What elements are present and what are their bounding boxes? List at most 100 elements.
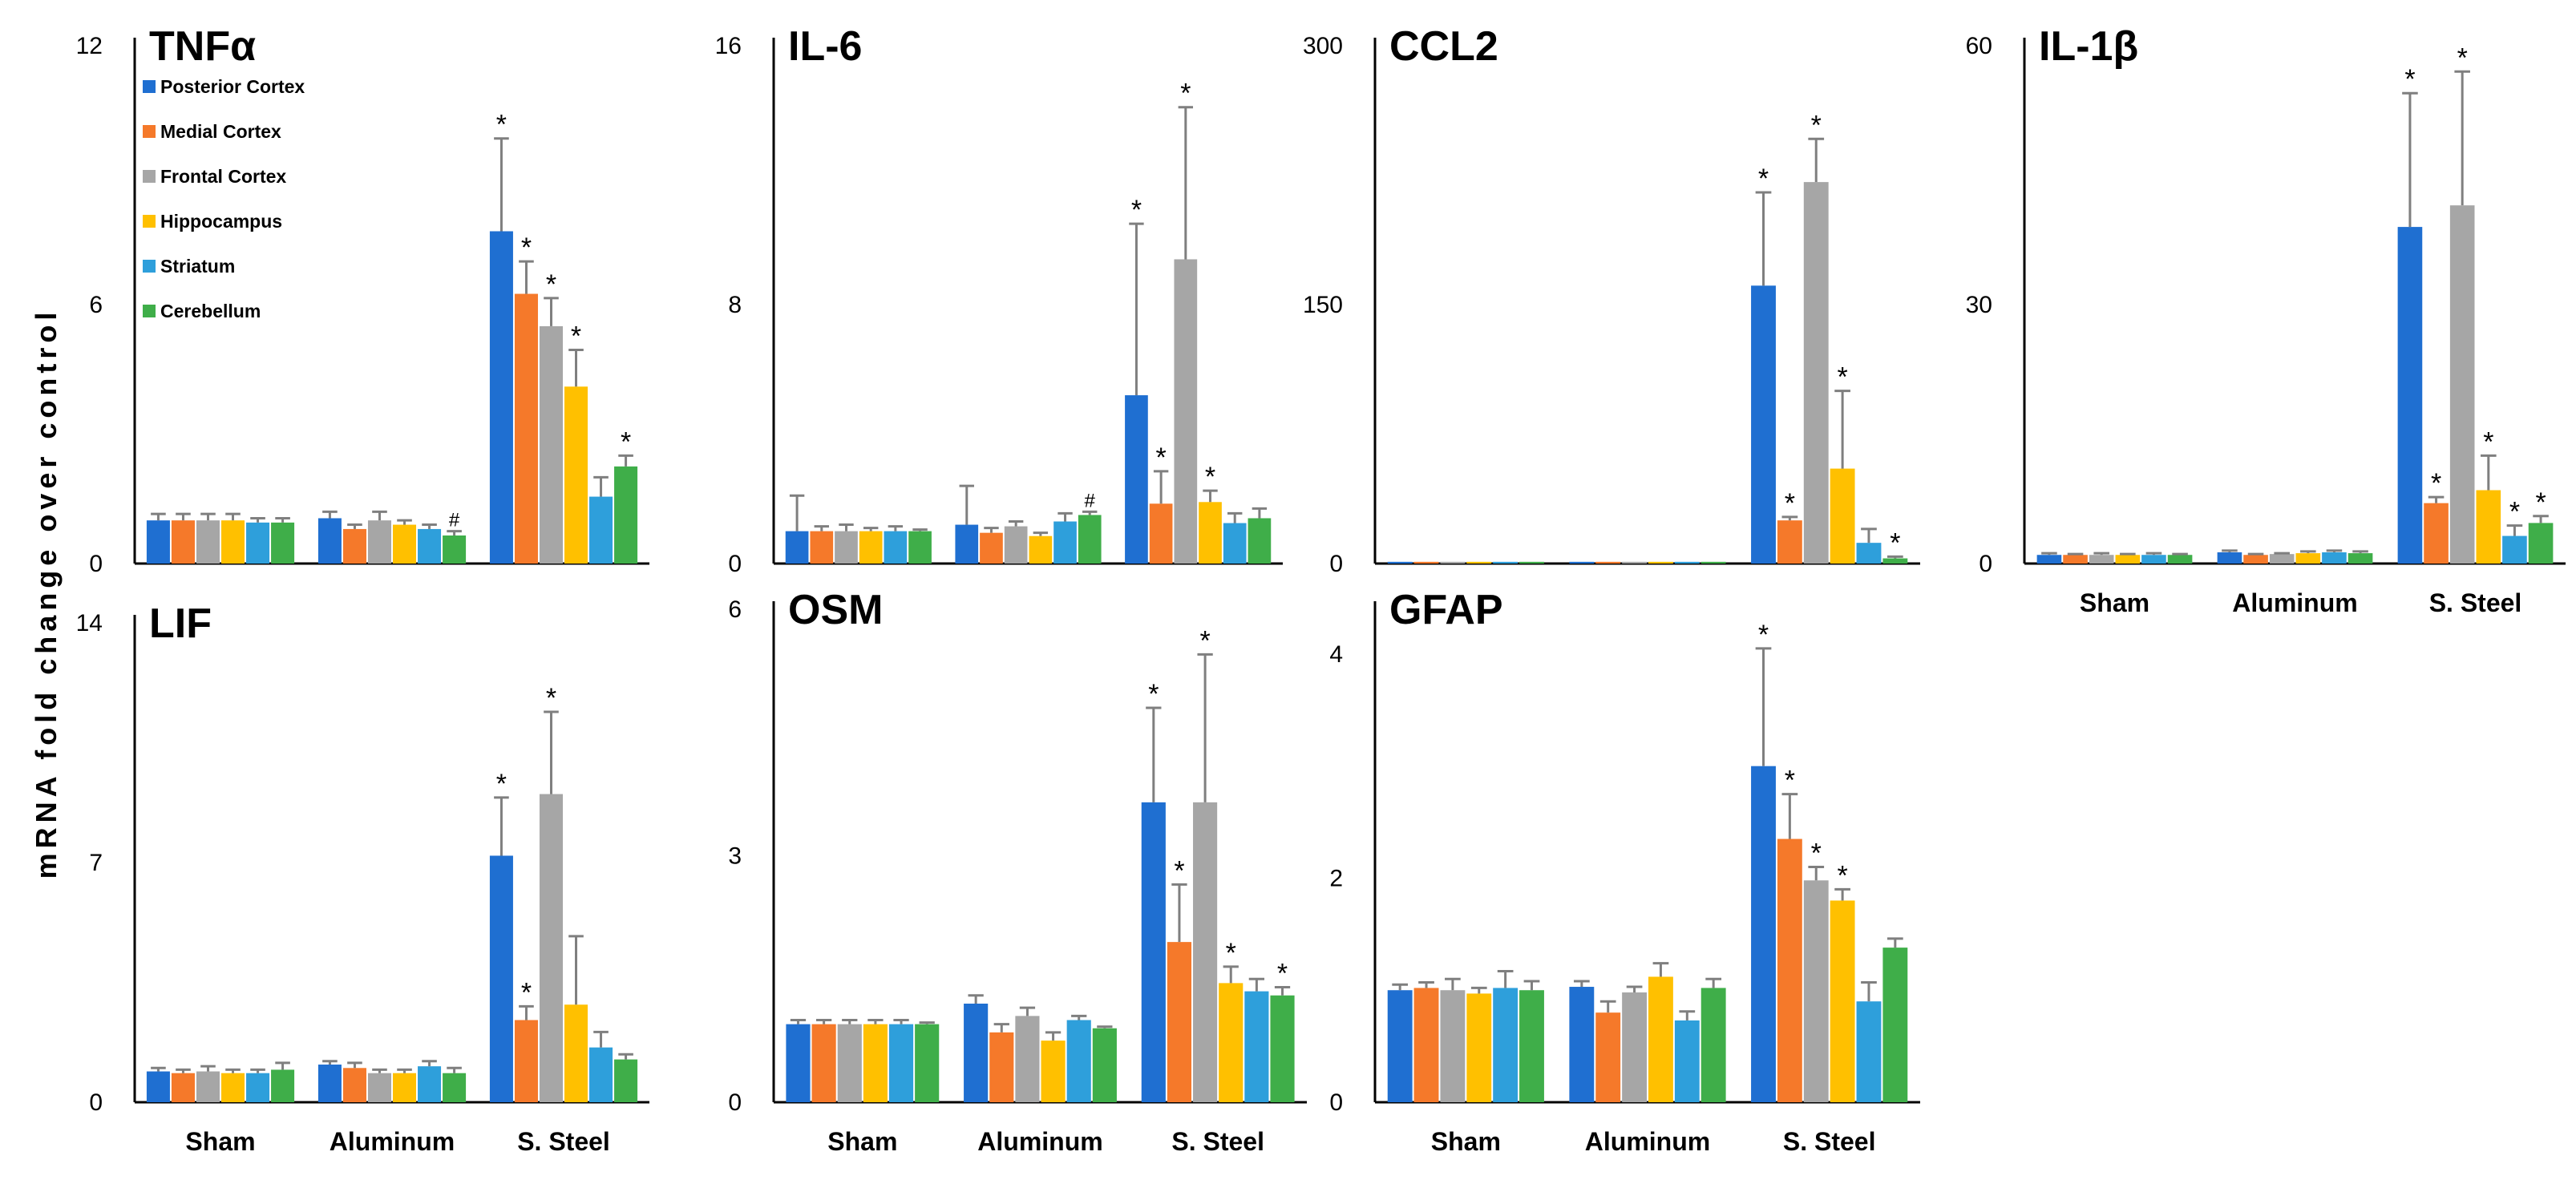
bar-frontal-cortex: [539, 794, 563, 1102]
bar-posterior-cortex: [1569, 987, 1595, 1102]
significance-mark: *: [1226, 938, 1236, 968]
y-tick-label: 0: [728, 551, 742, 577]
bar-posterior-cortex: [786, 1024, 811, 1102]
significance-mark: *: [621, 426, 631, 457]
bar-frontal-cortex: [837, 1024, 862, 1102]
bar-hippocampus: [1466, 993, 1492, 1102]
y-tick-label: 0: [1329, 551, 1343, 577]
bar-striatum: [246, 522, 270, 564]
y-tick-label: 8: [728, 292, 742, 318]
bar-cerebellum: [2167, 555, 2193, 564]
bar-striatum: [1493, 561, 1519, 564]
category-label-aluminum: Aluminum: [330, 1127, 455, 1156]
bar-frontal-cortex: [835, 531, 858, 564]
bar-cerebellum: [1700, 561, 1726, 564]
bar-hippocampus: [1830, 468, 1855, 564]
bar-posterior-cortex: [146, 1071, 170, 1102]
panel-title: GFAP: [1389, 587, 1503, 633]
bar-cerebellum: [614, 466, 638, 564]
bar-cerebellum: [2528, 523, 2554, 564]
category-label-aluminum: Aluminum: [977, 1127, 1102, 1156]
bar-medial-cortex: [171, 1073, 195, 1102]
bar-posterior-cortex: [2217, 552, 2242, 564]
bar-hippocampus: [2476, 490, 2501, 564]
bar-frontal-cortex: [2089, 555, 2114, 564]
panel-il-6: 0 8 16 IL-6 * * * * #: [715, 23, 1283, 577]
bar-striatum: [2322, 552, 2347, 564]
significance-mark: *: [2509, 497, 2520, 527]
significance-mark: *: [2404, 64, 2415, 95]
bar-frontal-cortex: [196, 1071, 220, 1102]
bar-posterior-cortex: [489, 855, 513, 1102]
bar-medial-cortex: [1595, 1012, 1621, 1102]
panel-il-1: 0 30 60 IL-1β * * * * * * Sham Aluminum S. Steel: [1966, 23, 2566, 617]
bar-cerebellum: [271, 522, 295, 564]
significance-mark: *: [1148, 679, 1159, 709]
bar-striatum: [589, 496, 613, 564]
bar-medial-cortex: [514, 293, 538, 564]
y-tick-label: 16: [715, 33, 742, 59]
bar-medial-cortex: [980, 532, 1003, 564]
bar-cerebellum: [614, 1059, 638, 1102]
bar-medial-cortex: [1777, 520, 1802, 564]
bar-frontal-cortex: [539, 325, 563, 564]
legend-swatch-striatum: [143, 260, 156, 273]
significance-mark: *: [1205, 462, 1215, 492]
bar-cerebellum: [271, 1069, 295, 1102]
bar-striatum: [246, 1073, 270, 1102]
y-tick-label: 30: [1966, 292, 1992, 318]
bar-hippocampus: [564, 1004, 588, 1102]
significance-mark: *: [1785, 766, 1795, 796]
bar-medial-cortex: [1149, 503, 1173, 564]
bar-medial-cortex: [989, 1032, 1014, 1102]
bar-cerebellum: [1519, 561, 1544, 564]
legend: Posterior Cortex Medial Cortex Frontal Cor…: [143, 76, 305, 321]
y-tick-label: 150: [1303, 292, 1343, 318]
significance-mark: *: [1837, 860, 1847, 891]
category-label-s-steel: S. Steel: [2429, 588, 2522, 617]
bar-medial-cortex: [342, 1068, 366, 1102]
bar-frontal-cortex: [1803, 182, 1829, 564]
panel-gfap: 0 2 4 GFAP * * * * Sham Aluminum S. Steel: [1329, 587, 1920, 1156]
significance-mark: *: [1174, 855, 1184, 886]
bar-medial-cortex: [342, 528, 366, 564]
bar-cerebellum: [1519, 990, 1544, 1102]
bar-posterior-cortex: [1569, 561, 1595, 564]
bar-medial-cortex: [2424, 503, 2449, 564]
y-tick-label: 300: [1303, 33, 1343, 59]
bar-hippocampus: [1219, 983, 1244, 1102]
bar-hippocampus: [1041, 1041, 1066, 1102]
bar-medial-cortex: [1413, 988, 1439, 1102]
bar-frontal-cortex: [2269, 554, 2295, 564]
panel-title: IL-1β: [2039, 23, 2138, 70]
bar-posterior-cortex: [2036, 555, 2062, 564]
bar-hippocampus: [1466, 561, 1492, 564]
bar-frontal-cortex: [1174, 259, 1198, 564]
bar-cerebellum: [1882, 948, 1908, 1102]
bar-hippocampus: [1648, 561, 1673, 564]
bar-hippocampus: [2115, 555, 2141, 564]
bar-striatum: [418, 528, 442, 564]
bar-striatum: [1053, 521, 1077, 564]
significance-mark: *: [546, 683, 556, 713]
bar-cerebellum: [1248, 518, 1272, 564]
bar-medial-cortex: [1777, 838, 1802, 1102]
legend-label-cerebellum: Cerebellum: [160, 301, 261, 321]
y-tick-label: 2: [1329, 865, 1343, 891]
bar-striatum: [2141, 555, 2166, 564]
significance-mark: *: [1758, 164, 1769, 194]
bar-cerebellum: [915, 1024, 940, 1102]
legend-label-frontal-cortex: Frontal Cortex: [160, 166, 286, 187]
bar-medial-cortex: [2063, 555, 2088, 564]
bar-hippocampus: [1029, 535, 1053, 564]
significance-mark: *: [1277, 959, 1288, 989]
bar-medial-cortex: [1595, 561, 1621, 564]
panel-tnf: 0 6 12 TNFα * * * * # * Posterior Cortex Medial Cor…: [76, 23, 649, 577]
bar-hippocampus: [1199, 502, 1222, 564]
bar-striatum: [1244, 991, 1269, 1102]
bar-posterior-cortex: [1387, 990, 1413, 1102]
bar-medial-cortex: [1167, 942, 1192, 1102]
category-label-sham: Sham: [185, 1127, 255, 1156]
category-label-sham: Sham: [1431, 1127, 1501, 1156]
